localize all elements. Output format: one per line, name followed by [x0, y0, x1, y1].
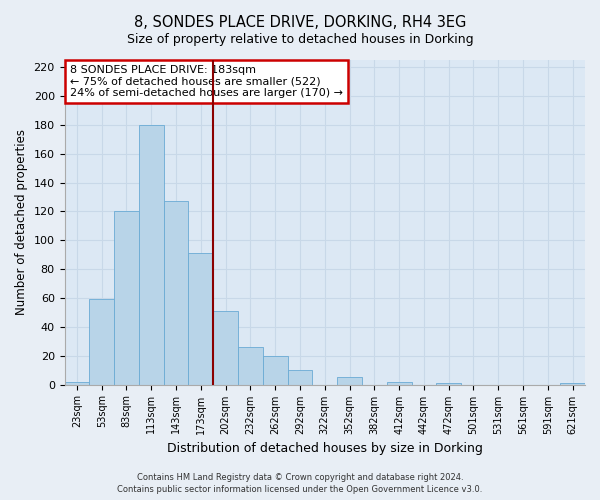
Text: Size of property relative to detached houses in Dorking: Size of property relative to detached ho… [127, 32, 473, 46]
Y-axis label: Number of detached properties: Number of detached properties [15, 130, 28, 316]
Bar [337, 378, 362, 384]
Text: 8 SONDES PLACE DRIVE: 183sqm
← 75% of detached houses are smaller (522)
24% of s: 8 SONDES PLACE DRIVE: 183sqm ← 75% of de… [70, 65, 343, 98]
Bar [436, 383, 461, 384]
Bar [263, 356, 287, 384]
Bar [65, 382, 89, 384]
Bar [387, 382, 412, 384]
X-axis label: Distribution of detached houses by size in Dorking: Distribution of detached houses by size … [167, 442, 483, 455]
Bar [213, 311, 238, 384]
Text: Contains HM Land Registry data © Crown copyright and database right 2024.
Contai: Contains HM Land Registry data © Crown c… [118, 473, 482, 494]
Bar [164, 202, 188, 384]
Bar [560, 383, 585, 384]
Bar [89, 300, 114, 384]
Bar [114, 212, 139, 384]
Bar [238, 347, 263, 385]
Bar [287, 370, 313, 384]
Bar [188, 254, 213, 384]
Bar [139, 125, 164, 384]
Text: 8, SONDES PLACE DRIVE, DORKING, RH4 3EG: 8, SONDES PLACE DRIVE, DORKING, RH4 3EG [134, 15, 466, 30]
